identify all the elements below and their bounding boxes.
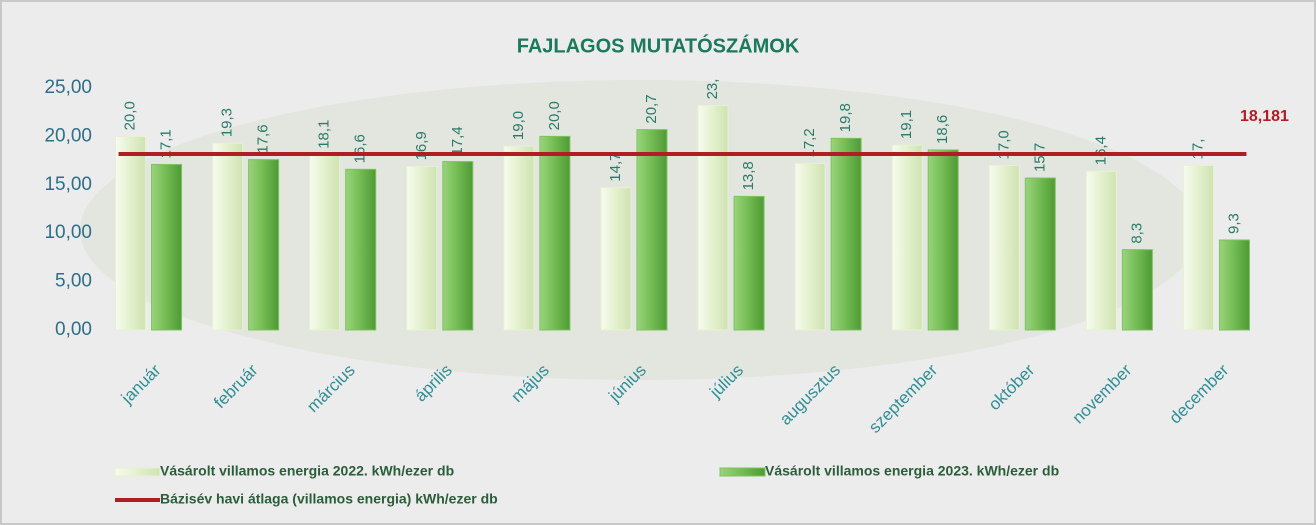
y-tick-label: 15,00 (44, 174, 92, 195)
bar (346, 169, 376, 330)
bar (249, 160, 279, 330)
legend-label: Bázisév havi átlaga (villamos energia) k… (160, 491, 498, 507)
y-tick-label: 0,00 (55, 319, 92, 340)
data-label: 19,0 (510, 111, 527, 140)
legend-swatch (720, 468, 765, 476)
y-tick-label: 20,00 (44, 125, 92, 146)
legend-swatch (115, 468, 160, 476)
data-label: 19,3 (219, 108, 236, 137)
y-tick-label: 10,00 (44, 222, 92, 243)
data-label: 23, (704, 79, 721, 100)
data-label: 18,1 (316, 120, 333, 149)
data-label: 19,1 (898, 110, 915, 139)
bar (795, 164, 825, 330)
data-label: 8,3 (1128, 223, 1145, 244)
legend-label: Vásárolt villamos energia 2022. kWh/ezer… (160, 463, 454, 479)
y-tick-label: 25,00 (44, 77, 92, 98)
baseline-label: 18,181 (1240, 108, 1289, 125)
data-label: 17,4 (449, 126, 466, 155)
bar (1086, 171, 1116, 330)
data-label: 20,7 (643, 94, 660, 123)
bar (1219, 240, 1249, 330)
data-label: 9,3 (1225, 213, 1242, 234)
bar (601, 188, 631, 330)
bar (443, 162, 473, 330)
bar (734, 196, 764, 330)
data-label: 16,6 (352, 134, 369, 163)
bar (540, 136, 570, 330)
bar (698, 105, 728, 330)
data-label: 19,8 (837, 103, 854, 132)
bar (989, 165, 1019, 330)
data-label: 13,8 (740, 161, 757, 190)
bar (637, 130, 667, 330)
bar (116, 136, 146, 330)
bar (928, 150, 958, 330)
y-tick-label: 5,00 (55, 271, 92, 292)
data-label: 16,4 (1092, 136, 1109, 165)
data-label: 20,0 (546, 101, 563, 130)
page: FAJLAGOS MUTATÓSZÁMOK 0,00 5,00 10,00 15,00… (0, 0, 1316, 525)
bar (504, 146, 534, 330)
bar (310, 155, 340, 330)
data-label: 17,6 (255, 124, 272, 153)
bar (407, 166, 437, 330)
data-label: 14,7 (607, 153, 624, 182)
chart-title: FAJLAGOS MUTATÓSZÁMOK (517, 33, 800, 57)
bar (831, 138, 861, 330)
bar (213, 143, 243, 330)
bar (1025, 178, 1055, 330)
chart: FAJLAGOS MUTATÓSZÁMOK 0,00 5,00 10,00 15,00… (0, 0, 1316, 525)
data-label: 17, (1189, 139, 1206, 160)
bar (152, 164, 182, 330)
data-label: 20,0 (122, 101, 139, 130)
data-label: 18,6 (934, 115, 951, 144)
legend-label: Vásárolt villamos energia 2023. kWh/ezer… (765, 463, 1059, 479)
data-label: 16,9 (413, 131, 430, 160)
bar (892, 145, 922, 330)
bar (1183, 165, 1213, 330)
bar (1122, 250, 1152, 330)
data-label: 15,7 (1031, 143, 1048, 172)
